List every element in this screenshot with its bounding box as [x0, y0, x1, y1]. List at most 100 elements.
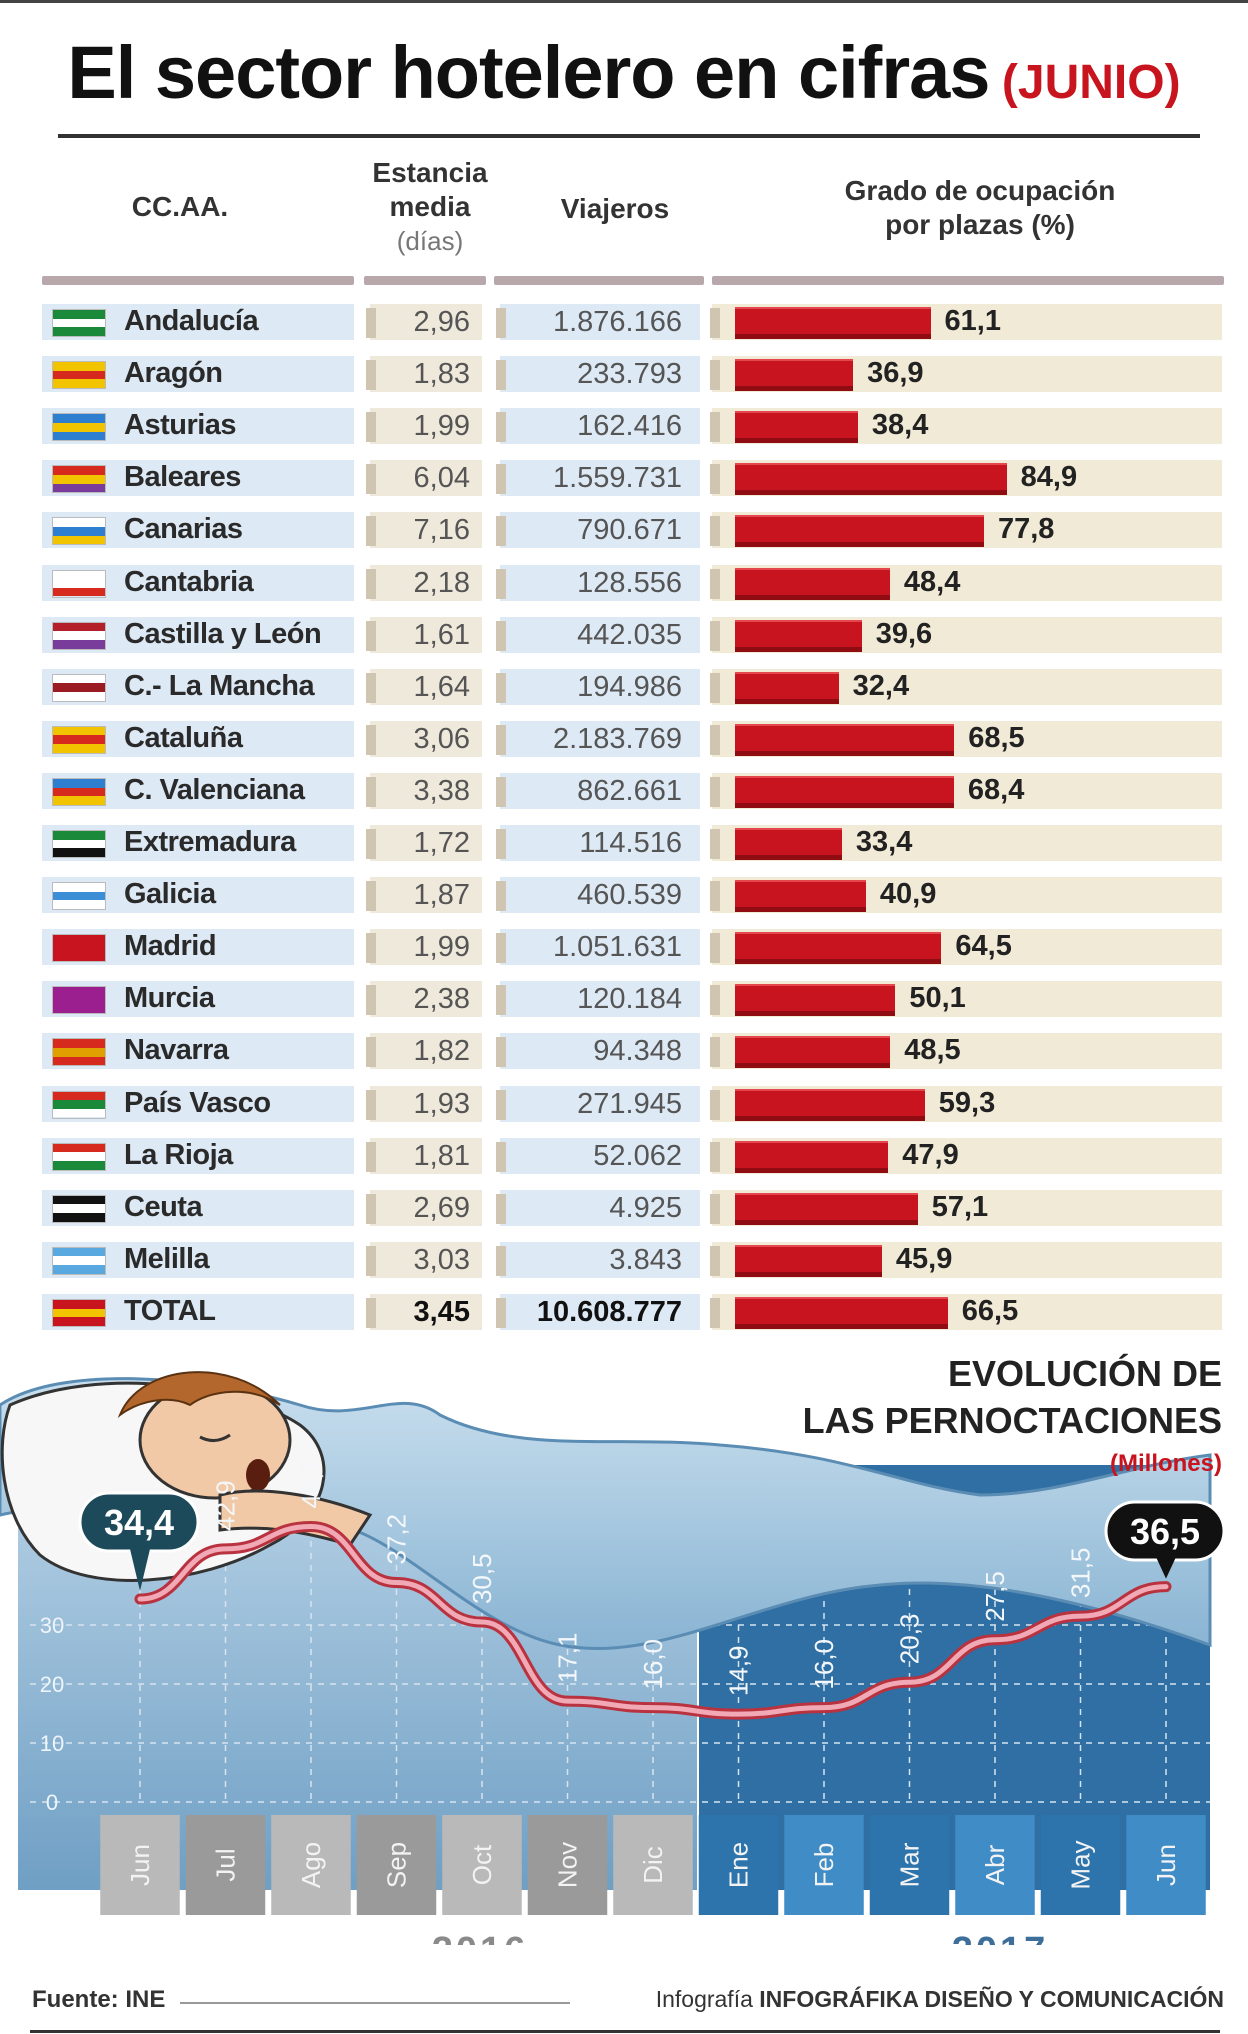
stay-value: 1,99 [413, 410, 470, 443]
region-flag-icon [52, 986, 106, 1015]
stay-cell-bg [370, 877, 482, 914]
header-rule-region [42, 276, 354, 285]
region-flag-icon [52, 309, 106, 337]
table-row: Ceuta 2,69 4.925 57,1 [0, 1183, 1248, 1235]
occupancy-tick [710, 672, 720, 703]
occupancy-label: 57,1 [931, 1190, 989, 1223]
travelers-cell-bg [500, 981, 700, 1018]
region-flag-icon [52, 830, 106, 858]
occupancy-tick [710, 412, 720, 443]
month-label: Oct [467, 1844, 497, 1885]
travelers-tick [496, 724, 506, 755]
table-row: Extremadura 1,72 114.516 33,4 [0, 818, 1248, 870]
region-name: Aragón [124, 357, 223, 390]
evolution-chart: 0 10 20 30 Jun Jul Ago Sep Oct Nov Dic Ene Feb Mar Ab… [0, 1371, 1226, 1945]
y-tick-label: 0 [46, 1790, 58, 1815]
stay-cell-bg [370, 616, 482, 653]
value-label: 16,0 [638, 1639, 668, 1690]
table-row: Murcia 2,38 120.184 50,1 [0, 974, 1248, 1026]
occupancy-label: 40,9 [879, 878, 937, 911]
region-name: La Rioja [124, 1138, 233, 1171]
travelers-cell-bg [500, 1241, 700, 1278]
occupancy-label: 48,5 [904, 1034, 961, 1067]
travelers-cell-bg [500, 356, 700, 393]
travelers-tick [496, 1089, 506, 1120]
travelers-value: 271.945 [577, 1087, 682, 1120]
occupancy-bar [735, 567, 890, 600]
region-name: Cantabria [124, 565, 254, 598]
stay-cell-bg [370, 981, 482, 1018]
stay-cell-bg [370, 1085, 482, 1122]
region-name: C.- La Mancha [124, 669, 315, 702]
mouth-shape [246, 1459, 270, 1491]
month-label: Dic [638, 1846, 668, 1884]
occupancy-tick [710, 1245, 720, 1276]
evolution-unit: (Millones) [1110, 1450, 1222, 1477]
occupancy-tick [710, 724, 720, 755]
value-label: 16,0 [809, 1639, 839, 1690]
occupancy-label: 32,4 [852, 669, 910, 702]
stay-tick [366, 464, 376, 495]
stay-value: 6,04 [413, 462, 470, 495]
travelers-value: 52.062 [593, 1139, 682, 1172]
stay-value: 3,06 [413, 722, 470, 755]
callout-end-pointer [1156, 1557, 1176, 1579]
stay-value: 1,93 [413, 1087, 470, 1120]
stay-tick [366, 568, 376, 599]
region-name: Ceuta [124, 1190, 203, 1223]
stay-value: 1,83 [413, 358, 470, 391]
stay-tick [366, 724, 376, 755]
region-flag-icon [52, 673, 106, 702]
stay-value: 1,87 [413, 879, 470, 912]
occupancy-tick [710, 1141, 720, 1172]
travelers-value: 94.348 [593, 1035, 682, 1068]
travelers-value: 442.035 [577, 618, 682, 651]
month-cell [185, 1815, 266, 1915]
travelers-tick [496, 776, 506, 807]
region-flag-icon [52, 725, 106, 754]
month-label: May [1066, 1840, 1096, 1889]
stay-cell-bg [370, 772, 482, 809]
occupancy-tick [710, 1297, 720, 1328]
occupancy-tick [710, 568, 720, 599]
travelers-value: 3.843 [609, 1243, 682, 1276]
title-text: El sector hotelero en cifras [67, 31, 990, 114]
stay-tick [366, 1245, 376, 1276]
travelers-cell-bg [500, 460, 700, 497]
header-region: CC.AA. [131, 191, 229, 222]
page-title: El sector hotelero en cifras (JUNIO) [0, 30, 1248, 115]
stay-cell-bg [370, 460, 482, 497]
stay-value: 1,64 [413, 670, 470, 703]
occupancy-label: 66,5 [961, 1294, 1019, 1327]
travelers-value: 194.986 [577, 670, 682, 703]
region-name: Canarias [124, 513, 243, 546]
stay-value: 1,99 [413, 931, 470, 964]
stay-cell-bg [370, 1293, 482, 1330]
region-flag-icon [52, 1090, 106, 1119]
table-row: C.- La Mancha 1,64 194.986 32,4 [0, 662, 1248, 714]
stay-tick [366, 360, 376, 391]
region-name: Navarra [124, 1034, 229, 1067]
y-tick-label: 10 [40, 1731, 64, 1756]
travelers-value: 162.416 [577, 410, 682, 443]
occupancy-bar [735, 1140, 889, 1173]
evolution-value-labels: 42,9 46,7 37,2 30,5 17,1 16,0 14,9 16,0 20,3 27,5… [78, 1458, 1226, 1696]
occupancy-bar [735, 1088, 925, 1121]
occupancy-tick [710, 516, 720, 547]
occupancy-label: 36,9 [867, 357, 924, 390]
series-line [137, 1523, 1169, 1717]
stay-value: 2,69 [413, 1191, 470, 1224]
occupancy-label: 77,8 [997, 513, 1055, 546]
travelers-value: 1.876.166 [552, 306, 682, 338]
travelers-cell-bg [500, 304, 700, 340]
travelers-value: 460.539 [577, 879, 682, 912]
region-name: C. Valenciana [124, 773, 305, 806]
occupancy-bar [735, 723, 955, 756]
evolution-title-line2: LAS PERNOCTACIONES [802, 1400, 1222, 1441]
travelers-cell-bg [500, 408, 700, 445]
occupancy-tick [710, 985, 720, 1016]
evolution-line [134, 1520, 1172, 1720]
travelers-tick [496, 1141, 506, 1172]
stay-value: 2,38 [413, 983, 470, 1016]
region-name: Extremadura [124, 826, 296, 858]
